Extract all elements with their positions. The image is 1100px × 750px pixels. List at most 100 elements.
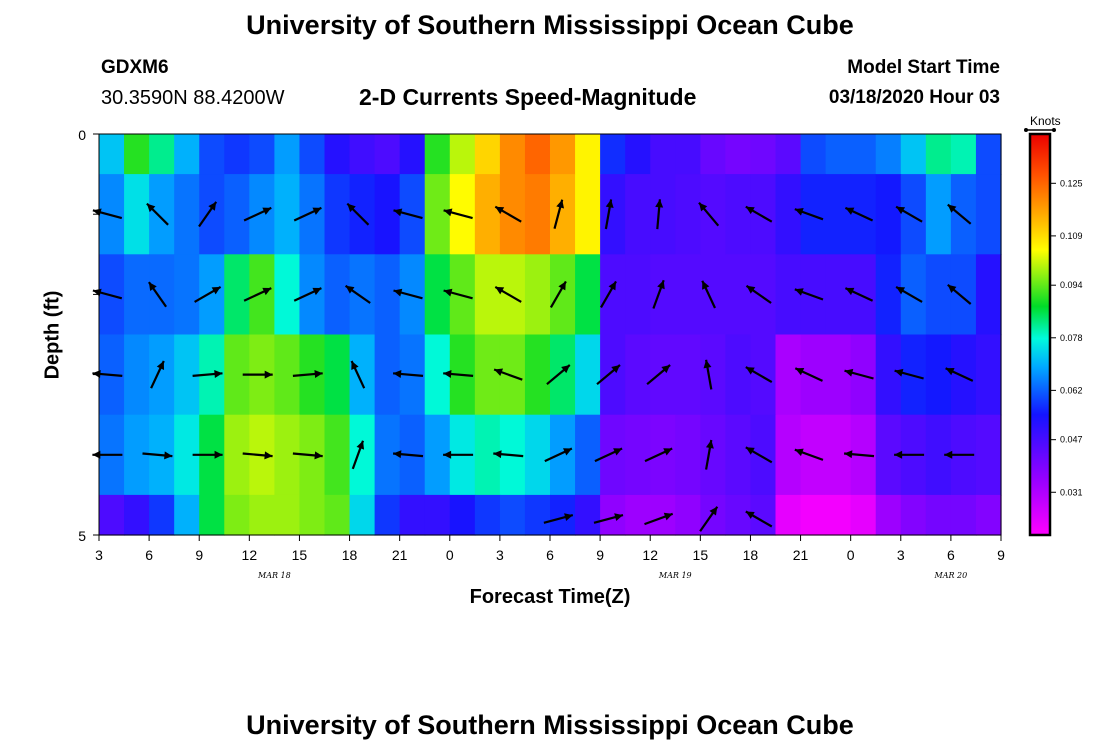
arrow-head <box>699 202 708 212</box>
x-tick-label: 0 <box>847 547 855 563</box>
heatmap-cell <box>474 134 501 175</box>
arrow-head <box>393 288 403 297</box>
heatmap-cell <box>675 414 701 496</box>
heatmap-cell <box>775 334 802 416</box>
heatmap-cell <box>775 494 802 536</box>
current-arrow <box>894 450 925 459</box>
heatmap-cells <box>99 134 1002 536</box>
heatmap-cell <box>725 414 752 496</box>
current-arrow <box>745 284 772 304</box>
arrow-head <box>393 370 402 378</box>
colorbar-cap-dot <box>1024 128 1028 132</box>
heatmap-cell <box>324 414 351 496</box>
heatmap-cell <box>474 334 501 416</box>
arrow-head <box>794 288 804 296</box>
current-arrow <box>543 513 574 524</box>
heatmap-cell <box>600 134 626 175</box>
heatmap-cell <box>249 254 275 336</box>
arrow-head <box>745 511 755 519</box>
heatmap-cell <box>825 494 852 536</box>
arrow-head <box>92 370 101 378</box>
heatmap-cell <box>374 134 401 175</box>
current-arrow <box>350 360 366 389</box>
heatmap-cell <box>149 494 175 536</box>
heatmap-cell <box>299 174 326 255</box>
current-arrow <box>947 203 972 225</box>
arrow-head <box>558 281 566 291</box>
colorbar: 0.125 0.109 0.094 0.078 0.062 0.047 0.031 <box>1024 128 1083 537</box>
current-arrow <box>192 450 223 459</box>
heatmap-cell <box>524 414 551 496</box>
heatmap-cell <box>600 334 626 416</box>
heatmap-cell <box>750 134 777 175</box>
current-arrow <box>894 368 924 380</box>
current-arrow <box>293 287 322 302</box>
arrow-head <box>556 199 565 209</box>
heatmap-cell <box>324 494 351 536</box>
current-arrow <box>895 205 923 223</box>
x-tick-label: 9 <box>195 547 203 563</box>
current-arrow <box>443 288 473 300</box>
heatmap-cell <box>149 254 175 336</box>
heatmap-cell <box>650 254 676 336</box>
heatmap-cell <box>575 334 601 416</box>
heatmap-cell <box>775 174 802 255</box>
heatmap-cell <box>900 134 927 175</box>
heatmap-cell <box>650 494 676 536</box>
current-arrow <box>844 287 874 302</box>
heatmap-cell <box>625 254 651 336</box>
current-arrow <box>549 280 567 308</box>
heatmap-cell <box>499 174 526 255</box>
heatmap-cell <box>850 134 877 175</box>
heatmap-cell <box>124 414 150 496</box>
current-arrow <box>546 364 571 386</box>
arrow-head <box>894 368 904 377</box>
heatmap-cell <box>975 334 1002 416</box>
arrow-head <box>264 451 273 460</box>
heatmap-cell <box>274 414 301 496</box>
current-arrow <box>494 285 522 303</box>
arrow-head <box>494 368 504 376</box>
heatmap-cell <box>800 254 827 336</box>
current-arrow <box>745 205 773 223</box>
arrow-head <box>356 440 365 450</box>
arrow-head <box>702 280 710 290</box>
heatmap-cell <box>124 254 150 336</box>
heatmap-cell <box>399 494 426 536</box>
heatmap-cell <box>700 254 726 336</box>
current-arrow <box>593 513 624 524</box>
heatmap-cell <box>800 134 827 175</box>
arrow-head <box>945 368 955 376</box>
x-day-label: MAR 19 <box>658 571 692 580</box>
heatmap-cell <box>324 334 351 416</box>
heatmap-cell <box>524 174 551 255</box>
y-tick-label: 5 <box>78 528 86 544</box>
x-tick-label: 21 <box>392 547 408 563</box>
heatmap-cell <box>800 334 827 416</box>
heatmap-cell <box>524 134 551 175</box>
heatmap-cell <box>374 494 401 536</box>
heatmap-cell <box>224 254 250 336</box>
heatmap-cell <box>474 494 501 536</box>
arrow-head <box>795 368 805 376</box>
heatmap-cell <box>124 494 150 536</box>
colorbar-tick-label: 0.047 <box>1060 435 1083 445</box>
heatmap-cell <box>474 174 501 255</box>
x-tick-label: 15 <box>693 547 709 563</box>
heatmap-cell <box>149 334 175 416</box>
arrow-head <box>605 199 614 209</box>
arrow-head <box>611 364 620 374</box>
heatmap-cell <box>575 134 601 175</box>
heatmap-cell <box>775 414 802 496</box>
arrow-head <box>947 204 957 213</box>
arrow-head <box>495 206 505 215</box>
heatmap-cell <box>975 414 1002 496</box>
current-arrow <box>344 284 371 304</box>
heatmap-cell <box>224 134 250 175</box>
x-tick-label: 6 <box>145 547 153 563</box>
current-arrow <box>92 288 123 300</box>
heatmap-cell <box>750 174 777 255</box>
current-arrow <box>292 451 323 460</box>
axes: 3 6 9 12 15 18 21 0 3 6 9 12 15 18 21 0 3 6 9 MAR 18 MAR 19 M… <box>78 127 1005 580</box>
heatmap-cell <box>349 494 376 536</box>
